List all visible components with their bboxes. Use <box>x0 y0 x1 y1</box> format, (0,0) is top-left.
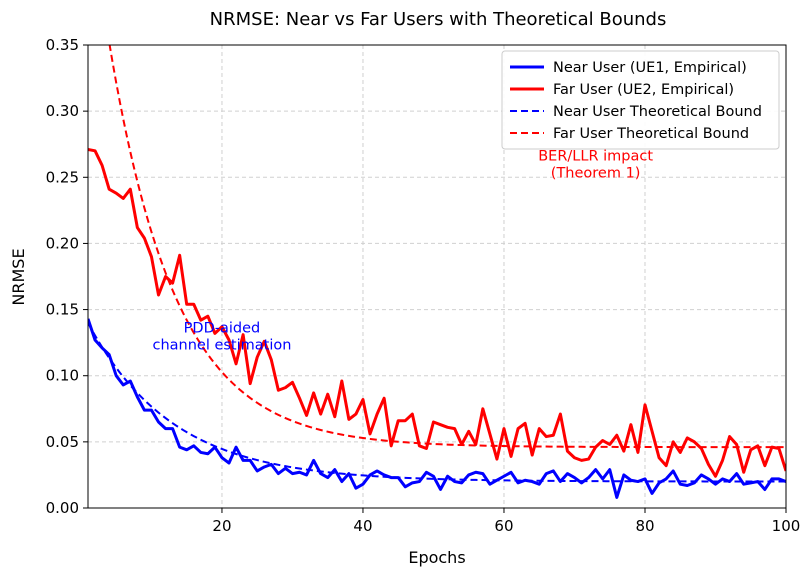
y-axis-label: NRMSE <box>9 248 28 305</box>
plot-frame <box>87 44 787 509</box>
bound-line-near-user <box>88 322 786 483</box>
legend: Near User (UE1, Empirical) Far User (UE2,… <box>501 50 780 150</box>
x-tick-label: 40 <box>353 517 372 535</box>
legend-label: Near User Theoretical Bound <box>553 104 762 120</box>
series-line-near-user <box>88 318 786 499</box>
y-tick-label: 0.15 <box>46 301 79 319</box>
legend-box <box>501 50 780 150</box>
y-tick-label: 0.35 <box>46 36 79 54</box>
legend-label: Near User (UE1, Empirical) <box>553 60 747 76</box>
legend-item: Far User Theoretical Bound <box>510 126 749 142</box>
legend-label: Far User (UE2, Empirical) <box>553 82 734 98</box>
axis-ticks: 20 40 60 80 100 0.00 0.05 0.10 0.15 0.20 0.25 0.30 0… <box>46 36 801 535</box>
x-tick-label: 100 <box>772 517 801 535</box>
bound-line-far-user <box>108 45 786 449</box>
legend-item: Far User (UE2, Empirical) <box>510 82 734 98</box>
series-line-far-user <box>88 148 786 478</box>
y-tick-label: 0.10 <box>46 367 79 385</box>
x-axis-label: Epochs <box>408 548 465 567</box>
y-tick-label: 0.20 <box>46 234 79 252</box>
legend-item: Near User Theoretical Bound <box>510 104 762 120</box>
annotations: PDD-aided channel estimation BER/LLR impac… <box>152 148 653 353</box>
x-tick-label: 80 <box>635 517 654 535</box>
y-tick-label: 0.00 <box>46 499 79 517</box>
x-tick-label: 60 <box>494 517 513 535</box>
y-tick-label: 0.25 <box>46 168 79 186</box>
annotation-ber: BER/LLR impact (Theorem 1) <box>538 148 653 181</box>
legend-item: Near User (UE1, Empirical) <box>510 60 747 76</box>
annotation-pdd: PDD-aided channel estimation <box>152 320 291 353</box>
y-tick-label: 0.30 <box>46 102 79 120</box>
chart-title: NRMSE: Near vs Far Users with Theoretica… <box>210 9 667 30</box>
series-lines <box>88 45 786 499</box>
y-tick-label: 0.05 <box>46 433 79 451</box>
x-tick-label: 20 <box>212 517 231 535</box>
legend-label: Far User Theoretical Bound <box>553 126 749 142</box>
